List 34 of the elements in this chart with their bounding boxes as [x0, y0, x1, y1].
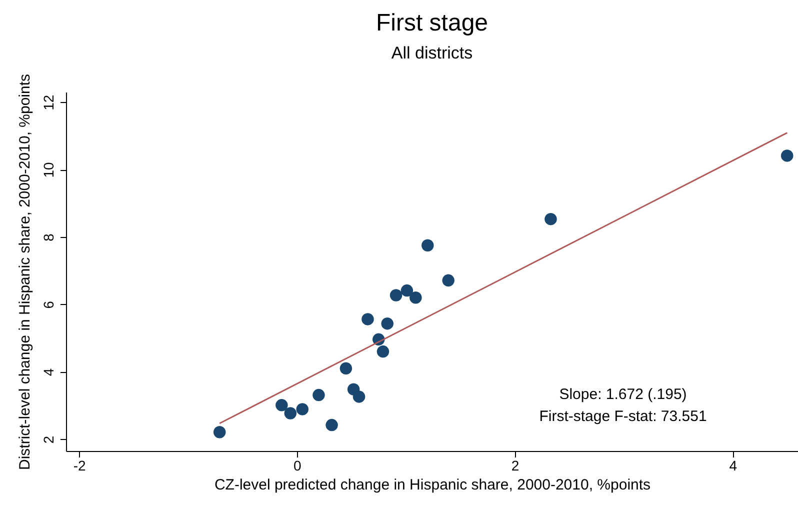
- x-axis-title: CZ-level predicted change in Hispanic share, 2000-2010, %points: [214, 476, 651, 494]
- y-axis-title: District-level change in Hispanic share, 2000-2010, %points: [16, 74, 34, 470]
- point: [376, 345, 390, 358]
- point: [352, 390, 366, 403]
- x-tick-label: 2: [511, 458, 520, 474]
- point: [326, 418, 338, 432]
- point: [213, 426, 226, 438]
- chart-title: First stage: [376, 9, 488, 36]
- point: [442, 274, 454, 287]
- point: [544, 212, 557, 226]
- y-tick-label: 4: [40, 368, 56, 376]
- chart-subtitle: All districts: [391, 43, 473, 62]
- y-tick-label: 6: [40, 300, 56, 309]
- x-tick-label: 0: [294, 458, 302, 474]
- point: [276, 399, 288, 412]
- point: [780, 150, 794, 162]
- point: [312, 388, 325, 402]
- point: [340, 362, 352, 375]
- x-tick-label: -2: [73, 458, 86, 474]
- point: [362, 313, 374, 326]
- x-tick-label: 4: [729, 458, 738, 474]
- y-tick-label: 12: [40, 94, 56, 110]
- y-tick-label: 8: [40, 233, 56, 242]
- y-tick-label: 10: [40, 162, 56, 178]
- point: [390, 289, 402, 302]
- point: [296, 403, 308, 416]
- point: [381, 317, 394, 330]
- point: [400, 284, 414, 297]
- y-tick-label: 2: [40, 436, 56, 444]
- annotation: Slope: 1.672 (.195): [559, 386, 687, 403]
- point: [284, 407, 297, 420]
- point: [422, 239, 434, 252]
- annotation: First-stage F-stat: 73.551: [539, 408, 707, 425]
- point: [410, 292, 422, 304]
